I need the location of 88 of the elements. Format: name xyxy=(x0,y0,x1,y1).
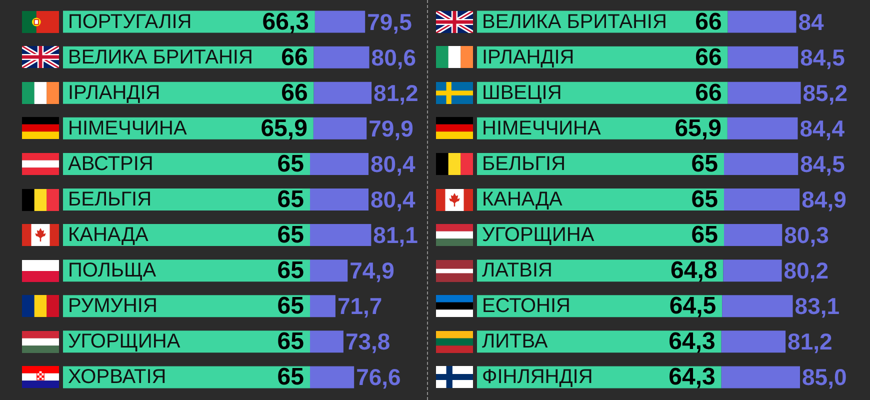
total-label: 74,9 xyxy=(350,258,394,284)
total-label: 85,0 xyxy=(802,364,847,390)
y-tick-label: НІМЕЧЧИНА xyxy=(68,117,188,140)
bar xyxy=(310,295,336,318)
bar xyxy=(314,10,366,33)
bar xyxy=(313,117,367,140)
y-tick-label: БЕЛЬГІЯ xyxy=(68,188,152,210)
total-label: 84,5 xyxy=(800,150,846,177)
bar xyxy=(310,188,369,210)
bar xyxy=(728,10,796,33)
bar xyxy=(310,330,344,353)
y-tick-label: ХОРВАТІЯ xyxy=(68,366,166,388)
data-label: 66 xyxy=(281,44,308,71)
total-label: 79,9 xyxy=(368,115,414,142)
bar xyxy=(314,82,372,104)
y-tick-label: ЛИТВА xyxy=(482,330,548,353)
data-label: 65 xyxy=(691,186,718,213)
y-tick-label: ІРЛАНДІЯ xyxy=(68,82,160,104)
bar xyxy=(727,117,798,140)
y-tick-label: РУМУНІЯ xyxy=(68,295,158,318)
total-label: 80,6 xyxy=(371,44,416,70)
data-label: 65 xyxy=(277,292,304,320)
y-tick-label: КАНАДА xyxy=(68,224,149,246)
bar xyxy=(721,366,800,388)
data-label: 66 xyxy=(695,44,722,71)
data-label: 66 xyxy=(695,79,722,106)
y-tick-label: НІМЕЧЧИНА xyxy=(482,117,602,140)
total-label: 84,9 xyxy=(802,186,846,212)
data-label: 65,9 xyxy=(674,114,722,142)
data-label: 66,3 xyxy=(262,8,309,36)
y-tick-label: ЕСТОНІЯ xyxy=(482,295,570,318)
y-tick-label: КАНАДА xyxy=(482,188,563,210)
bar xyxy=(310,152,369,175)
bar xyxy=(724,188,800,210)
y-tick-label: ІРЛАНДІЯ xyxy=(482,46,574,68)
data-label: 65 xyxy=(277,364,304,391)
total-label: 84 xyxy=(798,8,824,35)
bar xyxy=(722,295,793,318)
y-tick-label: ШВЕЦІЯ xyxy=(482,82,562,104)
bar xyxy=(724,224,782,246)
total-label: 76,6 xyxy=(356,364,401,390)
bar xyxy=(724,152,798,175)
bar xyxy=(728,82,801,104)
bar xyxy=(314,46,370,68)
data-label: 65 xyxy=(277,257,304,284)
data-label: 64,3 xyxy=(668,364,716,391)
data-label: 65 xyxy=(691,222,718,249)
bar xyxy=(310,224,372,246)
y-tick-label: УГОРЩИНА xyxy=(68,330,181,353)
bar xyxy=(723,260,782,282)
y-tick-label: ФІНЛЯНДІЯ xyxy=(482,366,593,388)
data-label: 65 xyxy=(691,150,718,178)
data-label: 66 xyxy=(281,79,308,106)
total-label: 81,2 xyxy=(374,80,418,106)
total-label: 84,5 xyxy=(800,44,846,70)
total-label: 71,7 xyxy=(337,293,382,320)
total-label: 81,1 xyxy=(373,222,418,248)
data-label: 65 xyxy=(277,328,304,356)
y-tick-label: ВЕЛИКА БРИТАНІЯ xyxy=(482,10,667,33)
total-label: 80,3 xyxy=(784,222,829,248)
data-label: 65 xyxy=(277,186,304,213)
y-tick-label: ВЕЛИКА БРИТАНІЯ xyxy=(68,46,253,68)
total-label: 80,4 xyxy=(370,186,416,212)
y-tick-label: УГОРЩИНА xyxy=(482,224,595,246)
y-tick-label: ЛАТВІЯ xyxy=(482,260,552,282)
data-label: 64,8 xyxy=(670,257,718,284)
bar xyxy=(721,330,786,353)
total-label: 80,4 xyxy=(370,150,416,177)
y-tick-label: ПОРТУГАЛІЯ xyxy=(68,10,192,33)
total-label: 80,2 xyxy=(784,258,829,284)
total-label: 81,2 xyxy=(788,328,832,355)
bar xyxy=(310,366,354,388)
y-tick-label: АВСТРІЯ xyxy=(68,152,154,175)
bar xyxy=(310,260,348,282)
y-tick-label: ПОЛЬЩА xyxy=(68,260,157,282)
total-label: 79,5 xyxy=(367,8,412,35)
data-label: 64,5 xyxy=(669,292,716,320)
data-label: 65 xyxy=(277,150,304,178)
bar xyxy=(728,46,798,68)
total-label: 83,1 xyxy=(794,293,840,320)
y-tick-label: БЕЛЬГІЯ xyxy=(482,152,566,175)
total-label: 85,2 xyxy=(802,80,848,106)
data-label: 65 xyxy=(277,222,304,249)
data-label: 64,3 xyxy=(668,328,716,356)
data-label: 65,9 xyxy=(260,114,308,142)
data-label: 66 xyxy=(695,8,722,36)
total-label: 73,8 xyxy=(345,328,390,355)
total-label: 84,4 xyxy=(800,115,845,142)
